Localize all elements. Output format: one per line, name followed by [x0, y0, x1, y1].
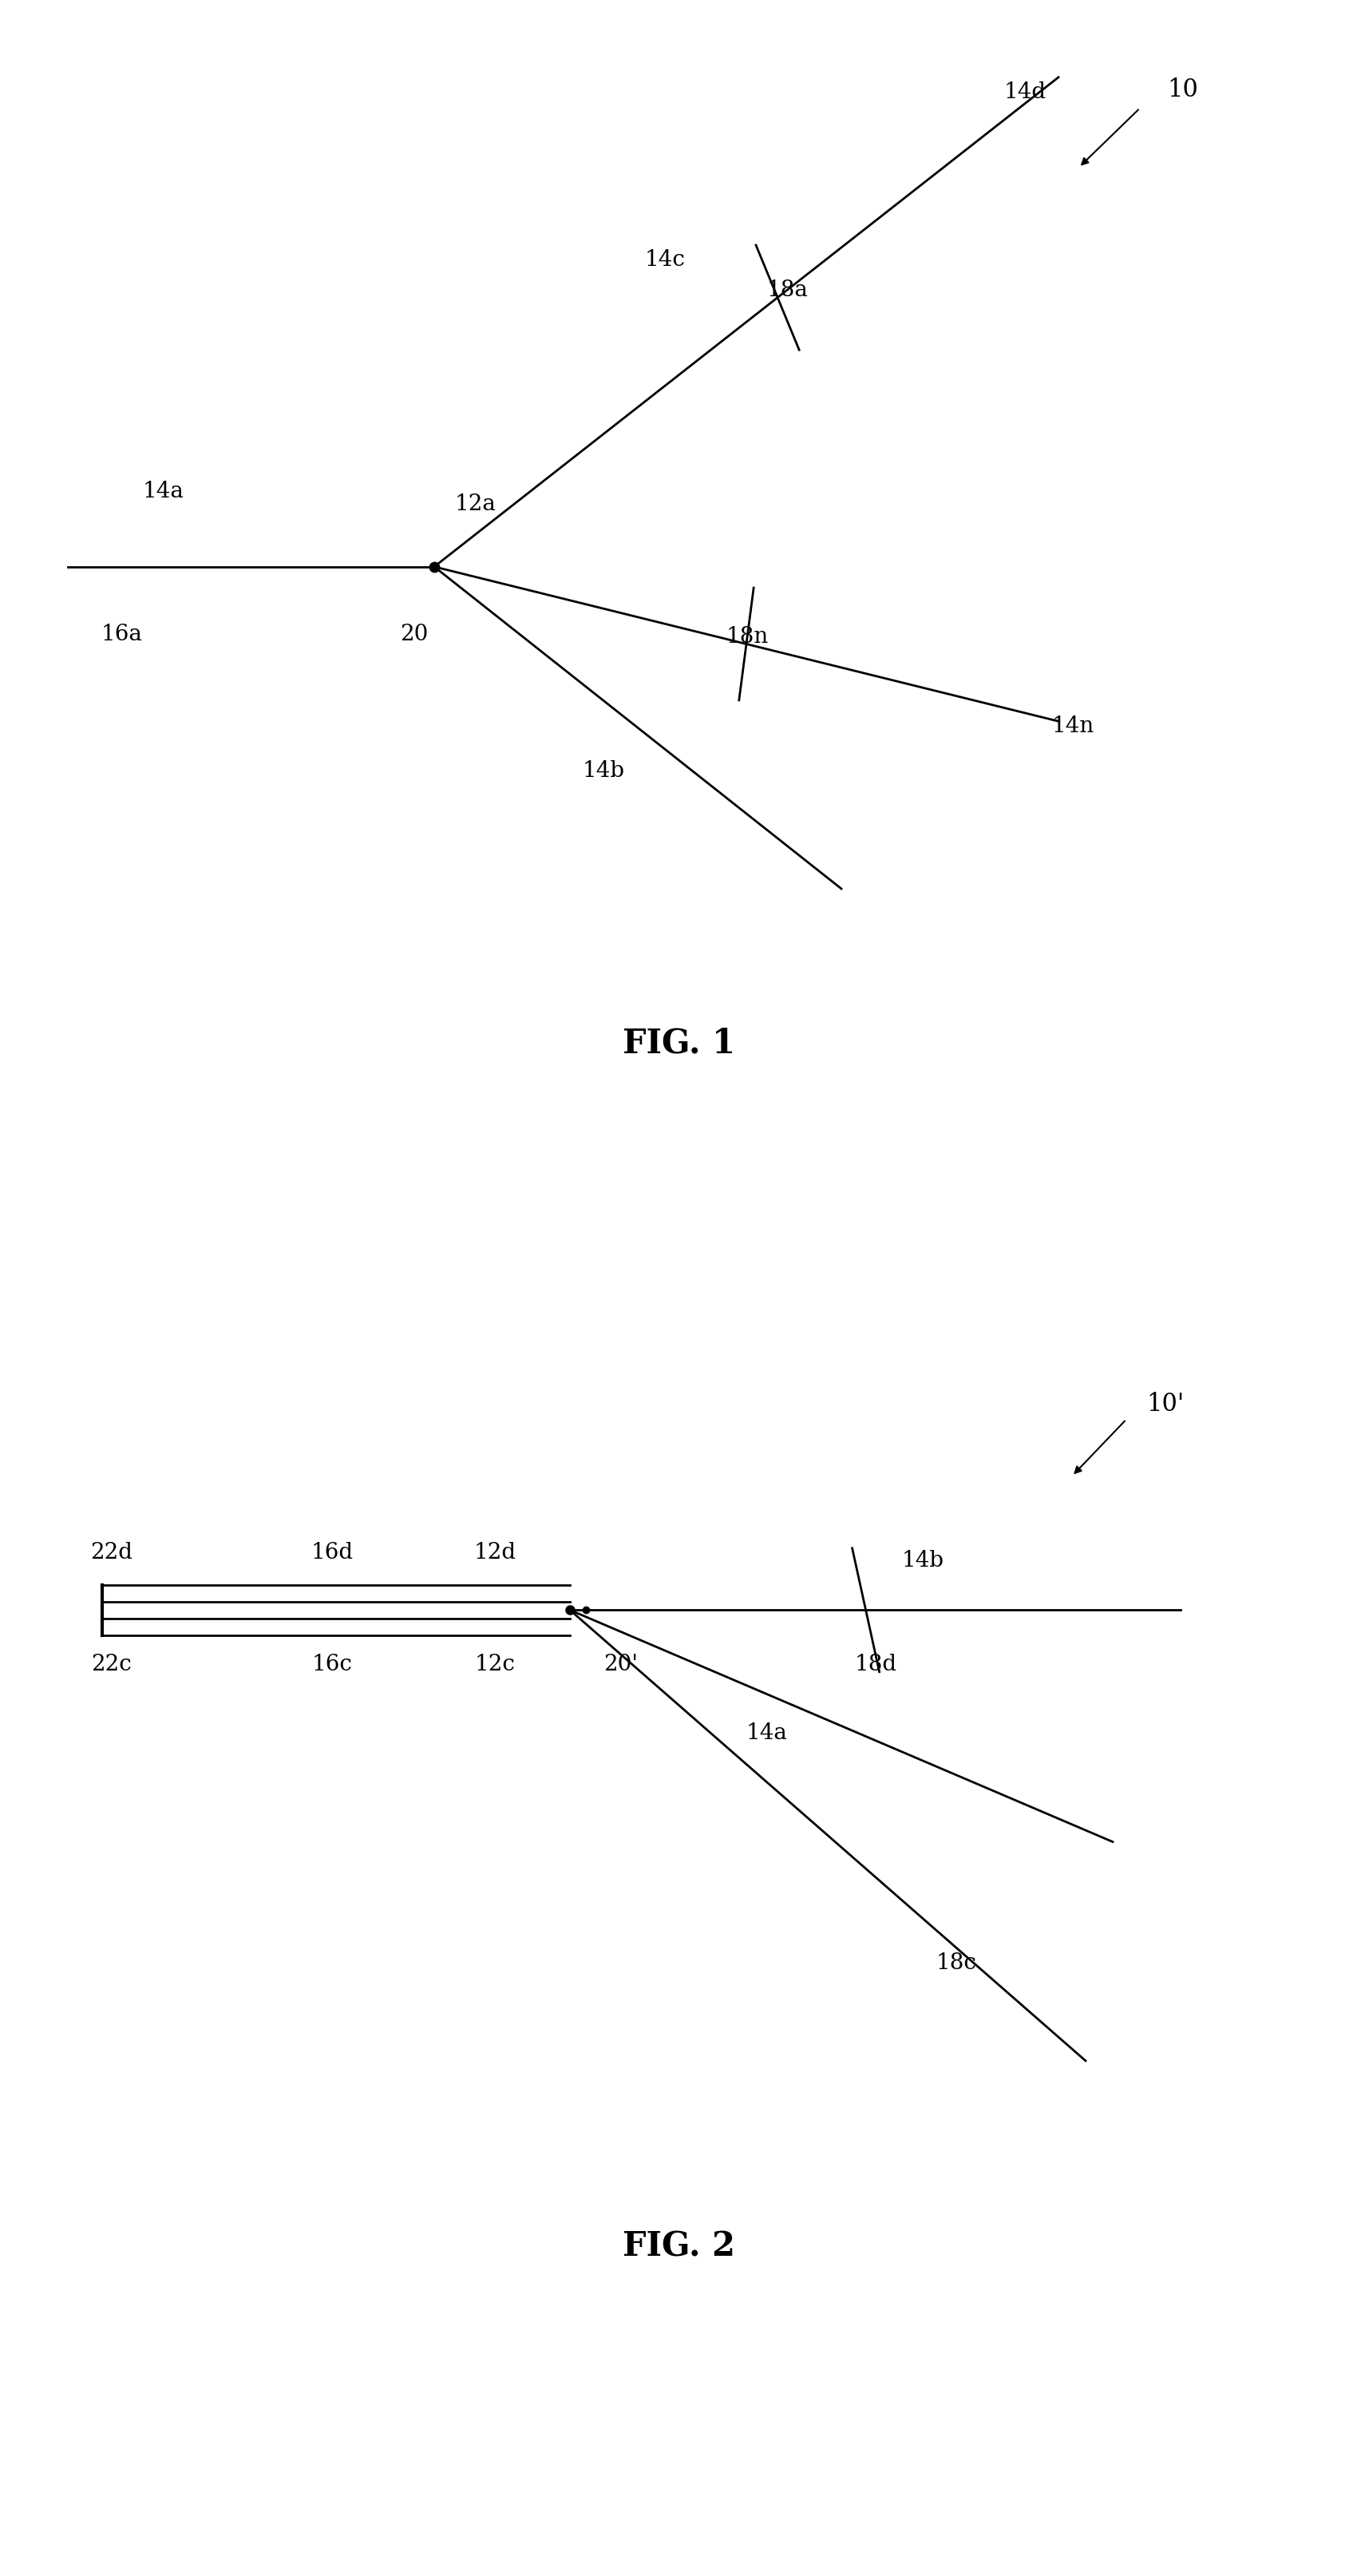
Text: 22d: 22d: [90, 1543, 133, 1564]
Text: 14d: 14d: [1004, 82, 1046, 103]
Text: 14b: 14b: [582, 760, 626, 781]
Text: 14b: 14b: [901, 1551, 944, 1571]
Text: 20: 20: [400, 623, 427, 644]
Text: 20': 20': [604, 1654, 638, 1674]
Text: 18a: 18a: [767, 281, 809, 301]
Text: 18c: 18c: [936, 1953, 977, 1973]
Text: 14c: 14c: [645, 250, 685, 270]
Text: 14a: 14a: [746, 1723, 787, 1744]
Text: 10': 10': [1147, 1391, 1185, 1417]
Text: 18n: 18n: [726, 626, 768, 647]
Text: 16a: 16a: [102, 623, 142, 644]
Text: 22c: 22c: [91, 1654, 132, 1674]
Text: 14a: 14a: [142, 482, 183, 502]
Text: 10: 10: [1167, 77, 1198, 103]
Text: 12c: 12c: [475, 1654, 516, 1674]
Text: 16d: 16d: [311, 1543, 354, 1564]
Text: FIG. 2: FIG. 2: [623, 2228, 734, 2264]
Text: FIG. 1: FIG. 1: [623, 1025, 734, 1061]
Text: 12d: 12d: [474, 1543, 517, 1564]
Text: 14n: 14n: [1052, 716, 1094, 737]
Text: 18d: 18d: [855, 1654, 897, 1674]
Text: 16c: 16c: [312, 1654, 353, 1674]
Text: 12a: 12a: [455, 495, 497, 515]
